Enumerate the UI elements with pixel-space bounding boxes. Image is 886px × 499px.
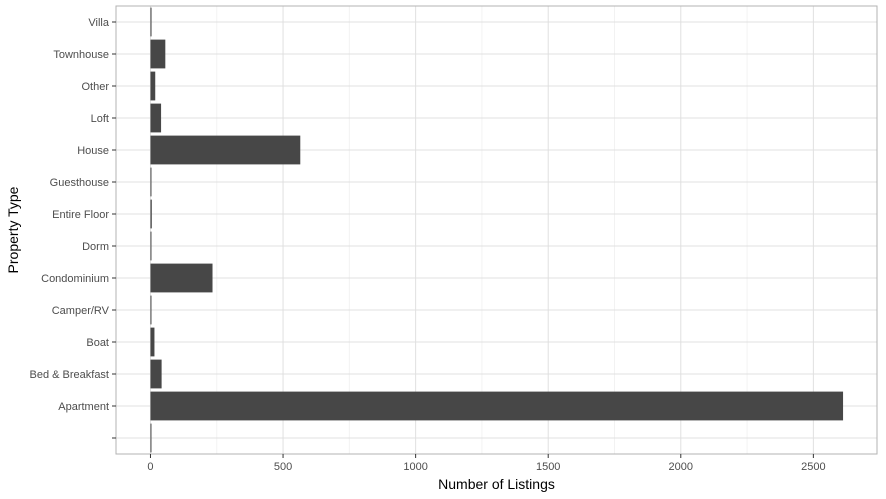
y-tick-label: Villa [88,17,109,29]
bars [150,7,844,453]
y-tick-label: Apartment [58,401,109,413]
x-tick-label: 1000 [403,461,427,473]
minor-gridlines [216,6,748,454]
bar [150,199,152,229]
bar [150,39,166,69]
x-tick-label: 2500 [801,461,825,473]
y-tick-label: Guesthouse [50,177,109,189]
x-axis-title: Number of Listings [438,476,555,492]
panel-border [115,5,878,455]
bar [150,7,152,37]
y-tick-label: Boat [86,337,109,349]
bar [150,103,162,133]
bar [150,295,152,325]
bar [150,423,152,453]
major-gridlines [116,6,877,454]
x-tick-label: 0 [147,461,153,473]
x-tick-label: 2000 [669,461,693,473]
y-axis-title: Property Type [5,186,21,273]
bar [150,71,156,101]
axis-ticks [112,21,814,458]
y-axis-labels: Apartment Bed & Breakfast Boat Camper/RV Con… [30,17,110,413]
bar [150,391,844,421]
y-tick-label: Other [81,81,109,93]
x-tick-label: 1500 [536,461,560,473]
y-tick-label: House [77,145,109,157]
x-axis-labels: 0 500 1000 1500 2000 2500 [147,461,825,473]
y-tick-label: Loft [91,113,109,125]
y-tick-label: Dorm [82,241,109,253]
bar [150,359,162,389]
y-tick-label: Condominium [41,273,109,285]
y-tick-label: Camper/RV [52,305,110,317]
x-tick-label: 500 [274,461,292,473]
bar [150,167,152,197]
y-tick-label: Bed & Breakfast [30,369,110,381]
bar [150,135,301,165]
bar [150,231,152,261]
bar [150,327,155,357]
bar [150,263,213,293]
y-tick-label: Entire Floor [52,209,109,221]
y-tick-label: Townhouse [53,49,109,61]
